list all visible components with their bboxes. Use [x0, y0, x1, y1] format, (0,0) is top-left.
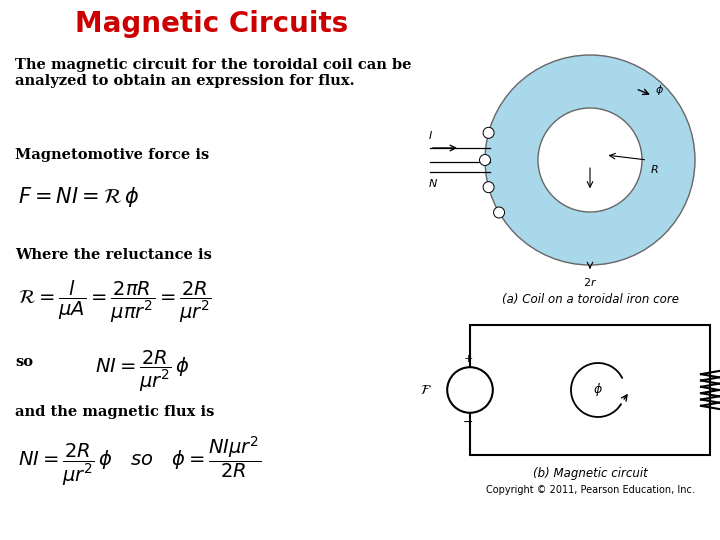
Circle shape: [538, 108, 642, 212]
Text: $I$: $I$: [428, 129, 433, 141]
Text: Copyright © 2011, Pearson Education, Inc.: Copyright © 2011, Pearson Education, Inc…: [485, 485, 694, 495]
Text: and the magnetic flux is: and the magnetic flux is: [15, 405, 215, 419]
Text: The magnetic circuit for the toroidal coil can be
analyzed to obtain an expressi: The magnetic circuit for the toroidal co…: [15, 58, 412, 88]
Circle shape: [483, 127, 494, 138]
Text: (b) Magnetic circuit: (b) Magnetic circuit: [533, 467, 647, 480]
Circle shape: [485, 55, 695, 265]
Text: $2r$: $2r$: [583, 276, 597, 288]
Text: (a) Coil on a toroidal iron core: (a) Coil on a toroidal iron core: [502, 293, 678, 306]
Text: Magnetic Circuits: Magnetic Circuits: [75, 10, 348, 38]
Text: $NI = \dfrac{2R}{\mu r^{2}}\,\phi$: $NI = \dfrac{2R}{\mu r^{2}}\,\phi$: [95, 348, 189, 394]
Text: $N$: $N$: [428, 177, 438, 189]
Text: $\phi$: $\phi$: [593, 381, 603, 399]
Text: Magnetomotive force is: Magnetomotive force is: [15, 148, 210, 162]
Text: −: −: [463, 416, 473, 429]
Text: Where the reluctance is: Where the reluctance is: [15, 248, 212, 262]
Text: $\phi$: $\phi$: [654, 83, 664, 97]
Text: $F = NI = \mathcal{R}\,\phi$: $F = NI = \mathcal{R}\,\phi$: [18, 185, 140, 209]
Circle shape: [483, 181, 494, 193]
Bar: [470, 325, 710, 455]
Text: $\mathcal{F}$: $\mathcal{F}$: [420, 383, 432, 397]
Text: $\mathcal{R} = \dfrac{l}{\mu A} = \dfrac{2\pi R}{\mu\pi r^{2}} = \dfrac{2R}{\mu : $\mathcal{R} = \dfrac{l}{\mu A} = \dfrac…: [18, 278, 212, 325]
Circle shape: [480, 154, 490, 165]
Text: +: +: [463, 354, 473, 364]
Circle shape: [494, 207, 505, 218]
Circle shape: [447, 367, 492, 413]
Text: $NI = \dfrac{2R}{\mu r^{2}}\,\phi \quad so \quad \phi = \dfrac{NI\mu r^{2}}{2R}$: $NI = \dfrac{2R}{\mu r^{2}}\,\phi \quad …: [18, 435, 261, 489]
Text: so: so: [15, 355, 33, 369]
Text: $R$: $R$: [650, 163, 659, 175]
